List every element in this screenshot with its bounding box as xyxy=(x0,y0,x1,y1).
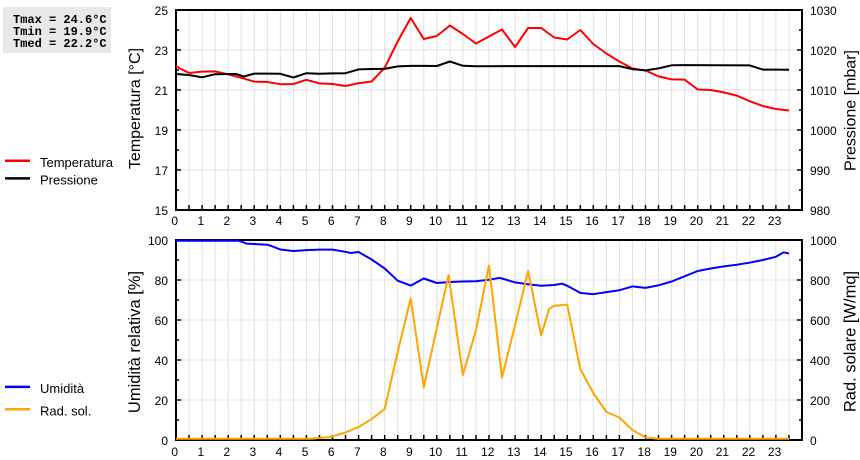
svg-text:13: 13 xyxy=(507,214,521,228)
svg-text:1000: 1000 xyxy=(810,234,837,248)
svg-text:0: 0 xyxy=(171,214,178,228)
svg-text:600: 600 xyxy=(810,314,830,328)
svg-text:1000: 1000 xyxy=(810,124,837,138)
svg-text:20: 20 xyxy=(155,394,169,408)
svg-text:12: 12 xyxy=(481,214,495,228)
svg-text:Temperatura: Temperatura xyxy=(40,155,114,170)
svg-text:22: 22 xyxy=(742,214,756,228)
svg-text:Umidità relativa [%]: Umidità relativa [%] xyxy=(126,271,144,413)
svg-text:10: 10 xyxy=(429,445,443,459)
svg-text:15: 15 xyxy=(559,214,573,228)
svg-text:3: 3 xyxy=(250,445,257,459)
svg-text:Temperatura [°C]: Temperatura [°C] xyxy=(127,48,144,169)
svg-text:5: 5 xyxy=(302,445,309,459)
svg-text:20: 20 xyxy=(690,214,704,228)
svg-text:0: 0 xyxy=(810,434,817,448)
svg-text:Pressione: Pressione xyxy=(40,173,98,188)
svg-text:19: 19 xyxy=(664,445,678,459)
svg-text:Rad. sol.: Rad. sol. xyxy=(40,403,91,418)
svg-text:17: 17 xyxy=(611,445,625,459)
svg-text:16: 16 xyxy=(585,214,599,228)
svg-text:9: 9 xyxy=(406,214,413,228)
svg-text:8: 8 xyxy=(380,214,387,228)
svg-text:6: 6 xyxy=(328,445,335,459)
svg-text:2: 2 xyxy=(224,445,231,459)
svg-text:Umidità: Umidità xyxy=(40,381,85,396)
svg-text:23: 23 xyxy=(155,44,169,58)
svg-text:19: 19 xyxy=(664,214,678,228)
svg-text:Pressione [mbar]: Pressione [mbar] xyxy=(843,50,860,171)
svg-text:990: 990 xyxy=(810,164,830,178)
svg-text:10: 10 xyxy=(429,214,443,228)
svg-text:15: 15 xyxy=(155,204,169,218)
svg-text:1: 1 xyxy=(197,214,204,228)
svg-text:17: 17 xyxy=(611,214,625,228)
svg-text:15: 15 xyxy=(559,445,573,459)
svg-text:23: 23 xyxy=(768,445,782,459)
svg-text:8: 8 xyxy=(380,445,387,459)
svg-text:80: 80 xyxy=(155,274,169,288)
svg-text:Rad. solare [W/mq]: Rad. solare [W/mq] xyxy=(842,271,860,412)
svg-text:25: 25 xyxy=(155,4,169,18)
svg-text:4: 4 xyxy=(276,214,283,228)
svg-text:14: 14 xyxy=(533,445,547,459)
svg-text:0: 0 xyxy=(161,434,168,448)
svg-text:21: 21 xyxy=(716,445,730,459)
svg-text:100: 100 xyxy=(148,234,168,248)
svg-text:14: 14 xyxy=(533,214,547,228)
svg-text:800: 800 xyxy=(810,274,830,288)
svg-text:6: 6 xyxy=(328,214,335,228)
svg-text:12: 12 xyxy=(481,445,495,459)
svg-text:16: 16 xyxy=(585,445,599,459)
svg-text:400: 400 xyxy=(810,354,830,368)
svg-text:200: 200 xyxy=(810,394,830,408)
svg-text:18: 18 xyxy=(638,445,652,459)
svg-text:2: 2 xyxy=(224,214,231,228)
svg-text:23: 23 xyxy=(768,214,782,228)
svg-text:21: 21 xyxy=(716,214,730,228)
svg-text:40: 40 xyxy=(155,354,169,368)
svg-text:13: 13 xyxy=(507,445,521,459)
svg-text:9: 9 xyxy=(406,445,413,459)
svg-text:17: 17 xyxy=(155,164,169,178)
svg-text:60: 60 xyxy=(155,314,169,328)
svg-text:3: 3 xyxy=(250,214,257,228)
svg-text:4: 4 xyxy=(276,445,283,459)
svg-text:11: 11 xyxy=(455,445,468,459)
svg-text:1010: 1010 xyxy=(810,84,837,98)
svg-text:18: 18 xyxy=(638,214,652,228)
svg-text:11: 11 xyxy=(455,214,468,228)
svg-text:1020: 1020 xyxy=(810,44,837,58)
svg-text:21: 21 xyxy=(155,84,169,98)
svg-text:0: 0 xyxy=(171,445,178,459)
svg-text:19: 19 xyxy=(155,124,169,138)
svg-text:5: 5 xyxy=(302,214,309,228)
svg-text:22: 22 xyxy=(742,445,756,459)
svg-text:7: 7 xyxy=(354,214,361,228)
svg-text:980: 980 xyxy=(810,204,830,218)
svg-text:1030: 1030 xyxy=(810,4,837,18)
svg-text:20: 20 xyxy=(690,445,704,459)
svg-text:7: 7 xyxy=(354,445,361,459)
svg-text:1: 1 xyxy=(197,445,204,459)
